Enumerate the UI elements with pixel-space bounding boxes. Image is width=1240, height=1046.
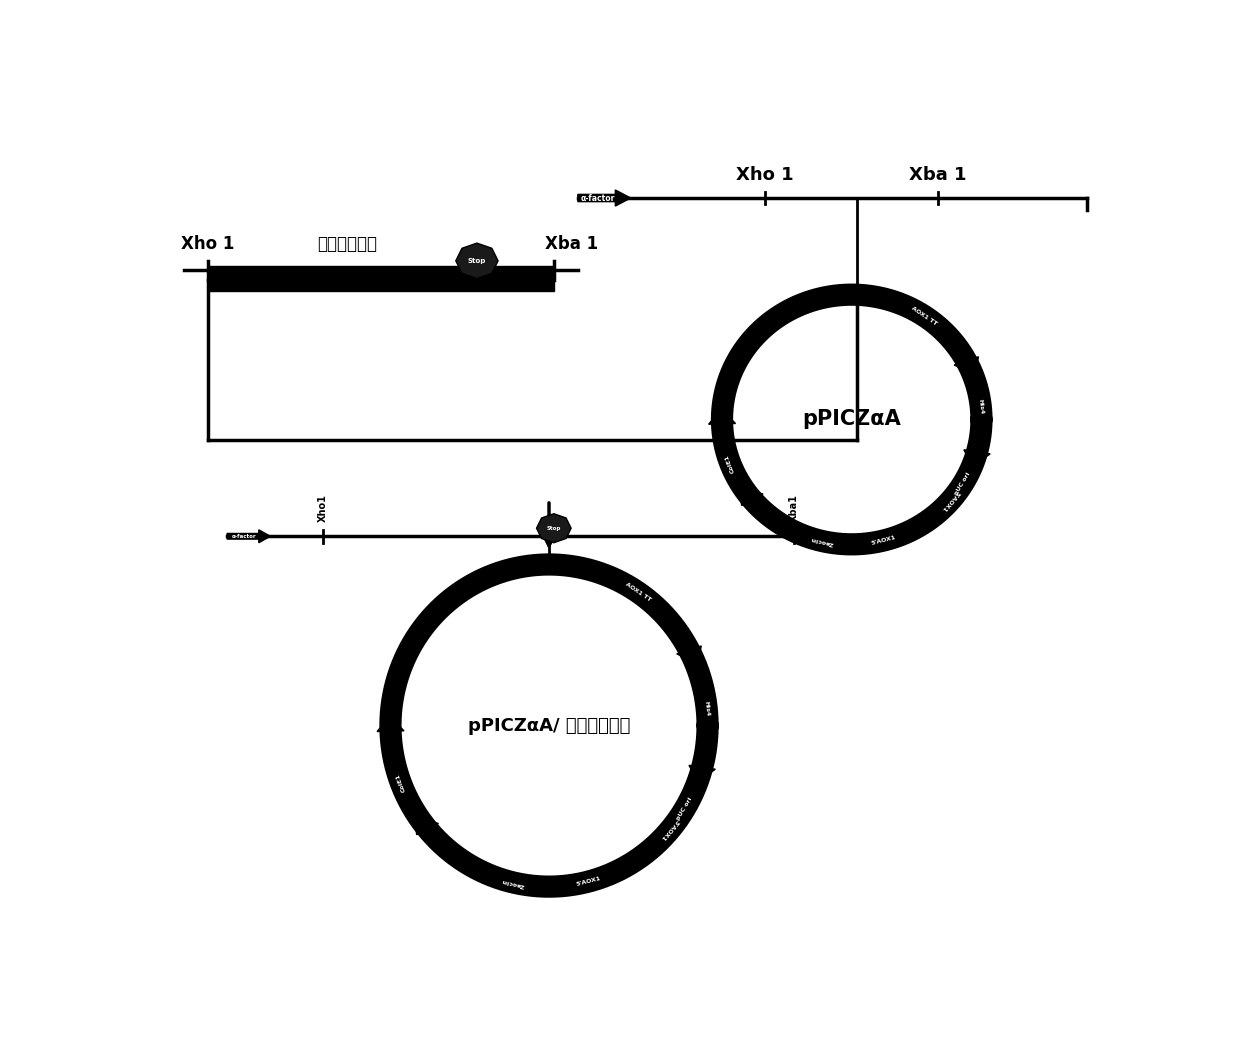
- Bar: [208, 267, 554, 291]
- Text: Xba 1: Xba 1: [909, 165, 967, 183]
- Polygon shape: [954, 357, 978, 374]
- Polygon shape: [777, 297, 802, 315]
- Polygon shape: [739, 487, 763, 505]
- Polygon shape: [677, 646, 702, 663]
- Polygon shape: [533, 555, 557, 574]
- Polygon shape: [888, 524, 913, 541]
- Text: 3'AOX1: 3'AOX1: [940, 490, 961, 511]
- Polygon shape: [708, 409, 735, 425]
- Text: Zeocin: Zeocin: [810, 536, 835, 546]
- Text: ColE1: ColE1: [724, 454, 737, 474]
- Polygon shape: [377, 717, 404, 731]
- Text: ColE1: ColE1: [394, 772, 407, 793]
- Text: α-factor: α-factor: [580, 194, 615, 203]
- Text: AOX1 TT: AOX1 TT: [910, 305, 937, 326]
- Text: pPICZαA: pPICZαA: [802, 409, 901, 430]
- Text: Zeocin: Zeocin: [501, 878, 525, 887]
- Polygon shape: [689, 766, 715, 781]
- Polygon shape: [836, 286, 858, 304]
- Text: 纤维素内切酶: 纤维素内切酶: [317, 234, 377, 253]
- Polygon shape: [963, 450, 991, 467]
- Text: AOX1 TT: AOX1 TT: [624, 582, 651, 602]
- Text: Xho 1: Xho 1: [737, 165, 794, 183]
- Text: Xba1: Xba1: [789, 494, 799, 522]
- Polygon shape: [598, 863, 622, 880]
- Text: 5'AOX1: 5'AOX1: [575, 877, 601, 887]
- Text: Xba 1: Xba 1: [544, 234, 598, 253]
- Text: α-factor: α-factor: [232, 533, 257, 539]
- Text: pPICZαA/ 纤维素内切酶: pPICZαA/ 纤维素内切酶: [467, 717, 630, 734]
- FancyArrow shape: [227, 530, 270, 543]
- Text: Stop: Stop: [547, 526, 560, 530]
- Text: Xho1: Xho1: [319, 494, 329, 522]
- Text: His4: His4: [703, 701, 711, 717]
- Text: pUC ori: pUC ori: [676, 796, 693, 821]
- Polygon shape: [415, 817, 439, 835]
- FancyArrow shape: [578, 190, 631, 206]
- Text: 5'AOX1: 5'AOX1: [870, 535, 897, 546]
- Text: Stop: Stop: [467, 257, 486, 264]
- Polygon shape: [463, 571, 487, 588]
- Text: pUC ori: pUC ori: [955, 472, 972, 496]
- Text: His4: His4: [977, 399, 985, 414]
- Text: 3'AOX1: 3'AOX1: [660, 819, 680, 841]
- Text: Xho 1: Xho 1: [181, 234, 234, 253]
